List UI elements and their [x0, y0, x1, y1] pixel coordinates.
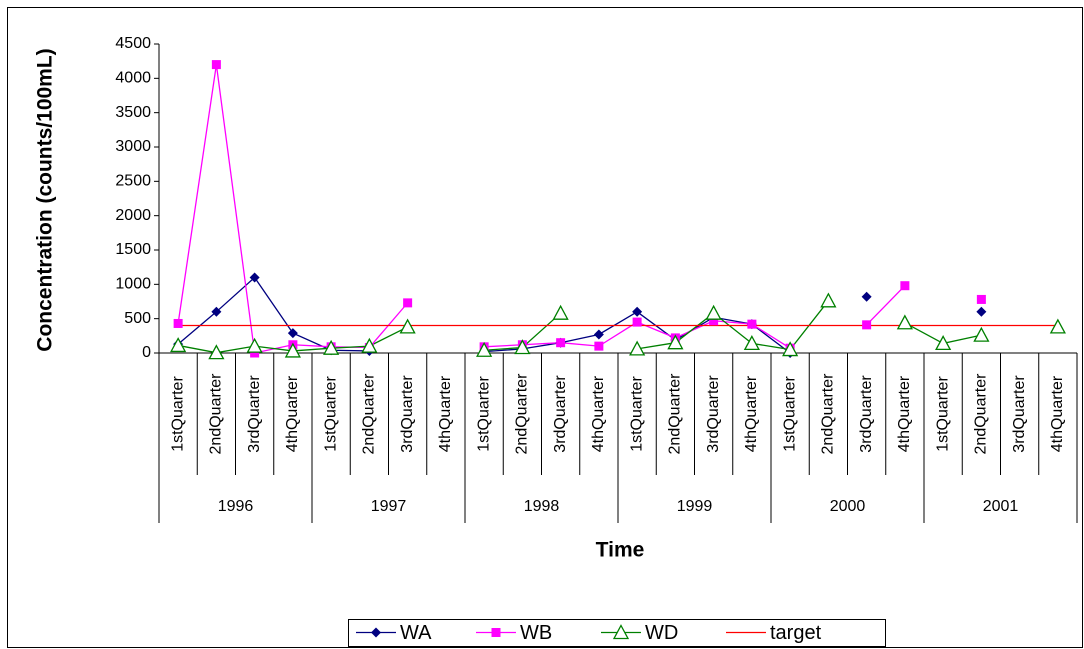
marker: [371, 627, 381, 638]
marker: [491, 628, 501, 637]
marker: [709, 316, 719, 326]
legend-label: WB: [520, 622, 552, 644]
marker: [361, 337, 378, 353]
marker: [667, 334, 684, 350]
marker: [250, 348, 260, 358]
y-tick-label: 2000: [115, 207, 151, 224]
legend-label: WD: [645, 622, 678, 644]
x-tick-label: 3rdQuarter: [705, 375, 722, 453]
x-tick-label: 1stQuarter: [934, 376, 951, 452]
group-label: 2001: [983, 498, 1019, 515]
marker: [632, 317, 642, 327]
x-tick-label: 2ndQuarter: [514, 373, 531, 455]
marker: [935, 335, 952, 351]
marker: [896, 314, 913, 330]
group-label: 2000: [830, 498, 866, 515]
x-tick-label: 1stQuarter: [628, 376, 645, 452]
x-tick-label: 2ndQuarter: [667, 373, 684, 455]
marker: [593, 329, 604, 340]
marker: [170, 337, 187, 353]
marker: [629, 340, 646, 356]
x-tick-label: 4thQuarter: [590, 375, 607, 452]
marker: [632, 306, 643, 317]
marker: [399, 318, 416, 334]
x-tick-label: 3rdQuarter: [246, 375, 263, 453]
y-tick-label: 3000: [115, 138, 151, 155]
y-tick-label: 4500: [115, 35, 151, 52]
group-label: 1996: [218, 498, 254, 515]
marker: [211, 60, 221, 70]
marker: [976, 306, 987, 317]
group-label: 1999: [677, 498, 713, 515]
x-axis-label: Time: [596, 539, 645, 562]
marker: [173, 318, 183, 328]
marker: [743, 335, 760, 351]
marker: [284, 342, 301, 358]
marker: [820, 292, 837, 308]
x-tick-label: 4thQuarter: [437, 375, 454, 452]
x-tick-label: 1stQuarter: [781, 376, 798, 452]
marker: [211, 306, 222, 317]
x-tick-label: 2ndQuarter: [820, 373, 837, 455]
marker: [323, 339, 340, 355]
y-axis-label: Concentration (counts/100mL): [34, 48, 57, 351]
x-tick-label: 2ndQuarter: [973, 373, 990, 455]
group-label: 1997: [371, 498, 407, 515]
x-tick-label: 3rdQuarter: [858, 375, 875, 453]
marker: [556, 338, 566, 348]
marker: [403, 298, 413, 308]
x-tick-label: 4thQuarter: [896, 375, 913, 452]
marker: [287, 328, 298, 339]
x-tick-label: 1stQuarter: [322, 376, 339, 452]
marker: [973, 326, 990, 342]
x-tick-label: 2ndQuarter: [208, 373, 225, 455]
y-tick-label: 500: [124, 310, 151, 327]
marker: [208, 344, 225, 360]
y-tick-label: 2500: [115, 173, 151, 190]
marker: [976, 294, 986, 304]
x-tick-label: 4thQuarter: [743, 375, 760, 452]
marker: [782, 341, 799, 357]
y-tick-label: 0: [142, 344, 151, 361]
marker: [900, 281, 910, 291]
x-tick-label: 4thQuarter: [284, 375, 301, 452]
group-label: 1998: [524, 498, 560, 515]
x-tick-label: 3rdQuarter: [1011, 375, 1028, 453]
x-tick-label: 4thQuarter: [1049, 375, 1066, 452]
marker: [594, 341, 604, 351]
marker: [249, 272, 260, 283]
legend-label: WA: [400, 622, 432, 644]
marker: [861, 291, 872, 302]
x-tick-label: 1stQuarter: [169, 376, 186, 452]
marker: [612, 624, 630, 640]
y-tick-label: 1500: [115, 241, 151, 258]
x-tick-label: 1stQuarter: [475, 376, 492, 452]
marker: [705, 304, 722, 320]
marker: [246, 337, 263, 353]
legend-label: target: [770, 622, 822, 644]
y-tick-label: 3500: [115, 104, 151, 121]
x-tick-label: 2ndQuarter: [361, 373, 378, 455]
marker: [1049, 318, 1066, 334]
marker: [747, 319, 757, 329]
y-tick-label: 1000: [115, 276, 151, 293]
marker: [514, 339, 531, 355]
x-tick-label: 3rdQuarter: [399, 375, 416, 453]
marker: [476, 341, 493, 357]
y-tick-label: 4000: [115, 70, 151, 87]
marker: [862, 320, 872, 330]
x-tick-label: 3rdQuarter: [552, 375, 569, 453]
marker: [552, 304, 569, 320]
